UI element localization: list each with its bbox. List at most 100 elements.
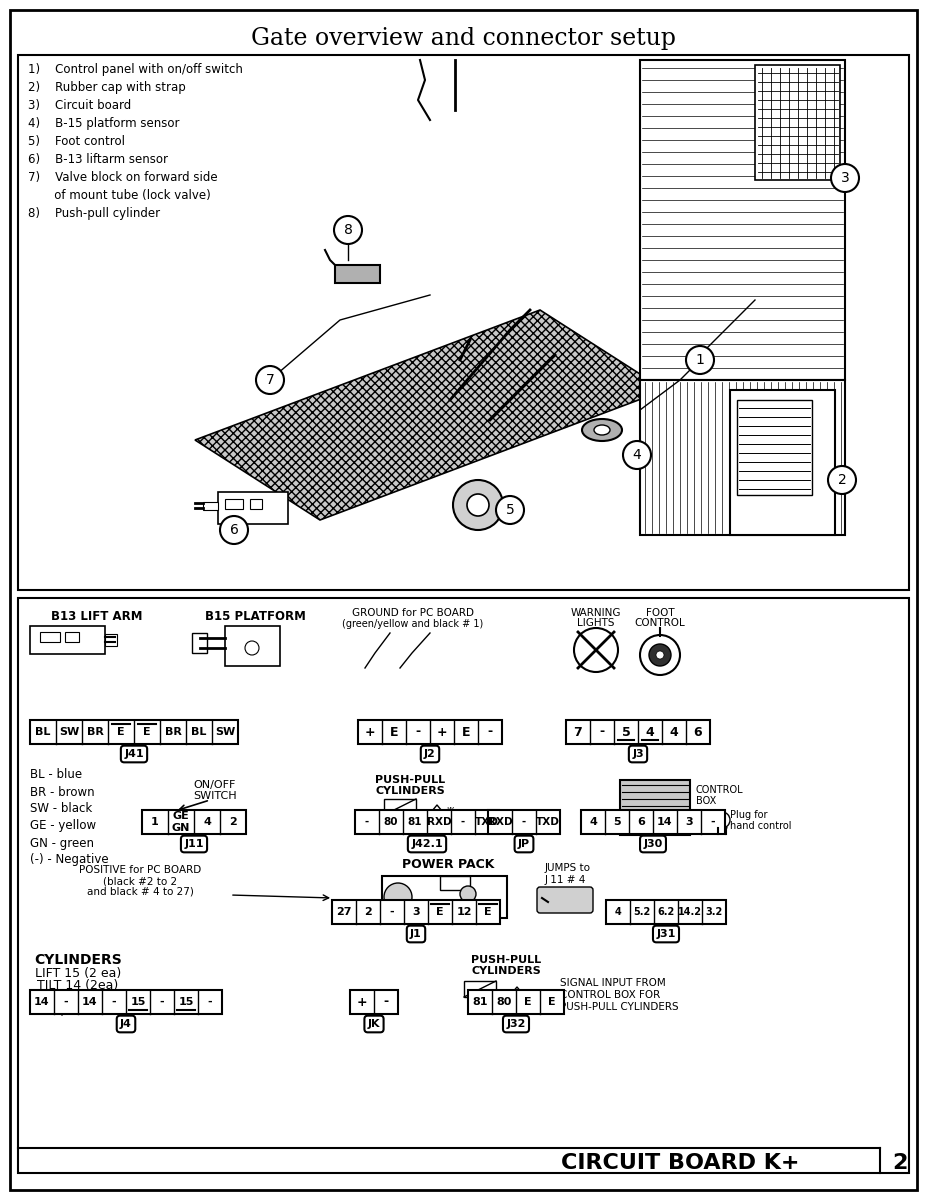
Text: 4: 4	[203, 817, 211, 827]
Text: 6: 6	[230, 523, 238, 538]
Text: -: -	[159, 997, 164, 1007]
Text: -: -	[208, 997, 212, 1007]
Text: 14.2: 14.2	[678, 907, 702, 917]
Bar	[142, 810, 246, 834]
Text: B13 LIFT ARM: B13 LIFT ARM	[51, 610, 143, 623]
Text: J30: J30	[643, 839, 663, 850]
Text: and black # 4 to 27): and black # 4 to 27)	[86, 887, 194, 898]
Text: TILT 14 (2ea): TILT 14 (2ea)	[37, 978, 119, 991]
Text: J2: J2	[425, 749, 436, 758]
Bar	[225, 626, 280, 666]
Text: WARNING: WARNING	[571, 608, 621, 618]
Text: CYLINDERS: CYLINDERS	[375, 786, 445, 796]
Text: 3: 3	[841, 170, 849, 185]
Circle shape	[384, 883, 412, 911]
Text: BL: BL	[191, 727, 207, 737]
Text: 5: 5	[505, 503, 514, 517]
Text: -: -	[461, 817, 465, 827]
Text: of mount tube (lock valve): of mount tube (lock valve)	[28, 190, 210, 203]
Text: J32: J32	[506, 1019, 526, 1028]
Bar	[225, 499, 243, 509]
Text: -: -	[600, 726, 604, 738]
Text: 6.2: 6.2	[657, 907, 675, 917]
Text: 6: 6	[693, 726, 703, 738]
Text: SWITCH: SWITCH	[193, 791, 236, 802]
Text: -: -	[384, 996, 388, 1008]
Text: 2)    Rubber cap with strap: 2) Rubber cap with strap	[28, 82, 185, 95]
Text: 4: 4	[645, 726, 654, 738]
Text: ON/OFF: ON/OFF	[194, 780, 236, 790]
Text: TXD: TXD	[536, 817, 560, 827]
Text: FOOT: FOOT	[646, 608, 674, 618]
Bar	[335, 265, 380, 283]
Ellipse shape	[582, 419, 622, 440]
Text: J31: J31	[656, 929, 676, 938]
Bar	[488, 810, 560, 834]
Bar	[30, 990, 222, 1014]
Bar	[18, 598, 909, 1174]
Text: 2: 2	[364, 907, 372, 917]
Bar	[464, 982, 496, 997]
Bar	[355, 810, 499, 834]
Text: J42.1: J42.1	[412, 839, 443, 850]
Text: 8: 8	[344, 223, 352, 236]
Text: 14: 14	[34, 997, 50, 1007]
Bar	[30, 626, 105, 654]
Text: CONTROL: CONTROL	[696, 785, 743, 794]
Text: SW: SW	[59, 727, 79, 737]
Text: -: -	[389, 907, 394, 917]
Text: CIRCUIT BOARD K+: CIRCUIT BOARD K+	[561, 1153, 799, 1174]
Text: 4: 4	[589, 817, 597, 827]
Bar	[755, 65, 840, 180]
Text: J41: J41	[124, 749, 144, 758]
Text: SW: SW	[215, 727, 235, 737]
Text: BL - blue: BL - blue	[30, 768, 83, 781]
Bar	[468, 990, 564, 1014]
Circle shape	[656, 650, 664, 659]
Text: -: -	[415, 726, 421, 738]
Text: J1: J1	[410, 929, 422, 938]
Bar	[30, 995, 62, 1010]
Text: GE
GN: GE GN	[171, 811, 190, 833]
Text: 5: 5	[613, 817, 621, 827]
Circle shape	[623, 440, 651, 469]
Text: 5.2: 5.2	[633, 907, 651, 917]
Bar	[105, 634, 117, 646]
Text: 6: 6	[637, 817, 645, 827]
Text: POWER PACK: POWER PACK	[401, 858, 494, 871]
Bar	[730, 390, 835, 535]
Bar	[640, 60, 845, 380]
Text: hand control: hand control	[730, 821, 792, 830]
FancyBboxPatch shape	[537, 887, 593, 913]
Text: E: E	[437, 907, 444, 917]
Text: 4)    B-15 platform sensor: 4) B-15 platform sensor	[28, 118, 180, 131]
Text: PUSH-PULL: PUSH-PULL	[375, 775, 445, 785]
Text: CONTROL BOX FOR: CONTROL BOX FOR	[560, 990, 660, 1000]
Text: E: E	[484, 907, 492, 917]
Circle shape	[714, 812, 730, 828]
Text: 1)    Control panel with on/off switch: 1) Control panel with on/off switch	[28, 64, 243, 77]
Circle shape	[828, 466, 856, 494]
Text: CYLINDERS: CYLINDERS	[34, 953, 121, 967]
Circle shape	[467, 494, 489, 516]
Text: JK: JK	[368, 1019, 380, 1028]
Text: 12: 12	[456, 907, 472, 917]
Text: 7)    Valve block on forward side: 7) Valve block on forward side	[28, 172, 218, 185]
Text: BL: BL	[35, 727, 51, 737]
Bar	[358, 720, 502, 744]
Bar	[566, 720, 710, 744]
Text: 4: 4	[632, 448, 641, 462]
Bar	[350, 990, 398, 1014]
Circle shape	[453, 480, 503, 530]
Text: w: w	[446, 804, 453, 814]
Text: 1: 1	[151, 817, 159, 827]
Bar	[382, 876, 507, 918]
Text: -: -	[365, 817, 369, 827]
Text: 27: 27	[337, 907, 351, 917]
Text: (-) - Negative: (-) - Negative	[30, 853, 108, 866]
Text: -: -	[111, 997, 116, 1007]
Text: 80: 80	[496, 997, 512, 1007]
Circle shape	[649, 644, 671, 666]
Text: 2: 2	[838, 473, 846, 487]
Text: BR: BR	[165, 727, 182, 737]
